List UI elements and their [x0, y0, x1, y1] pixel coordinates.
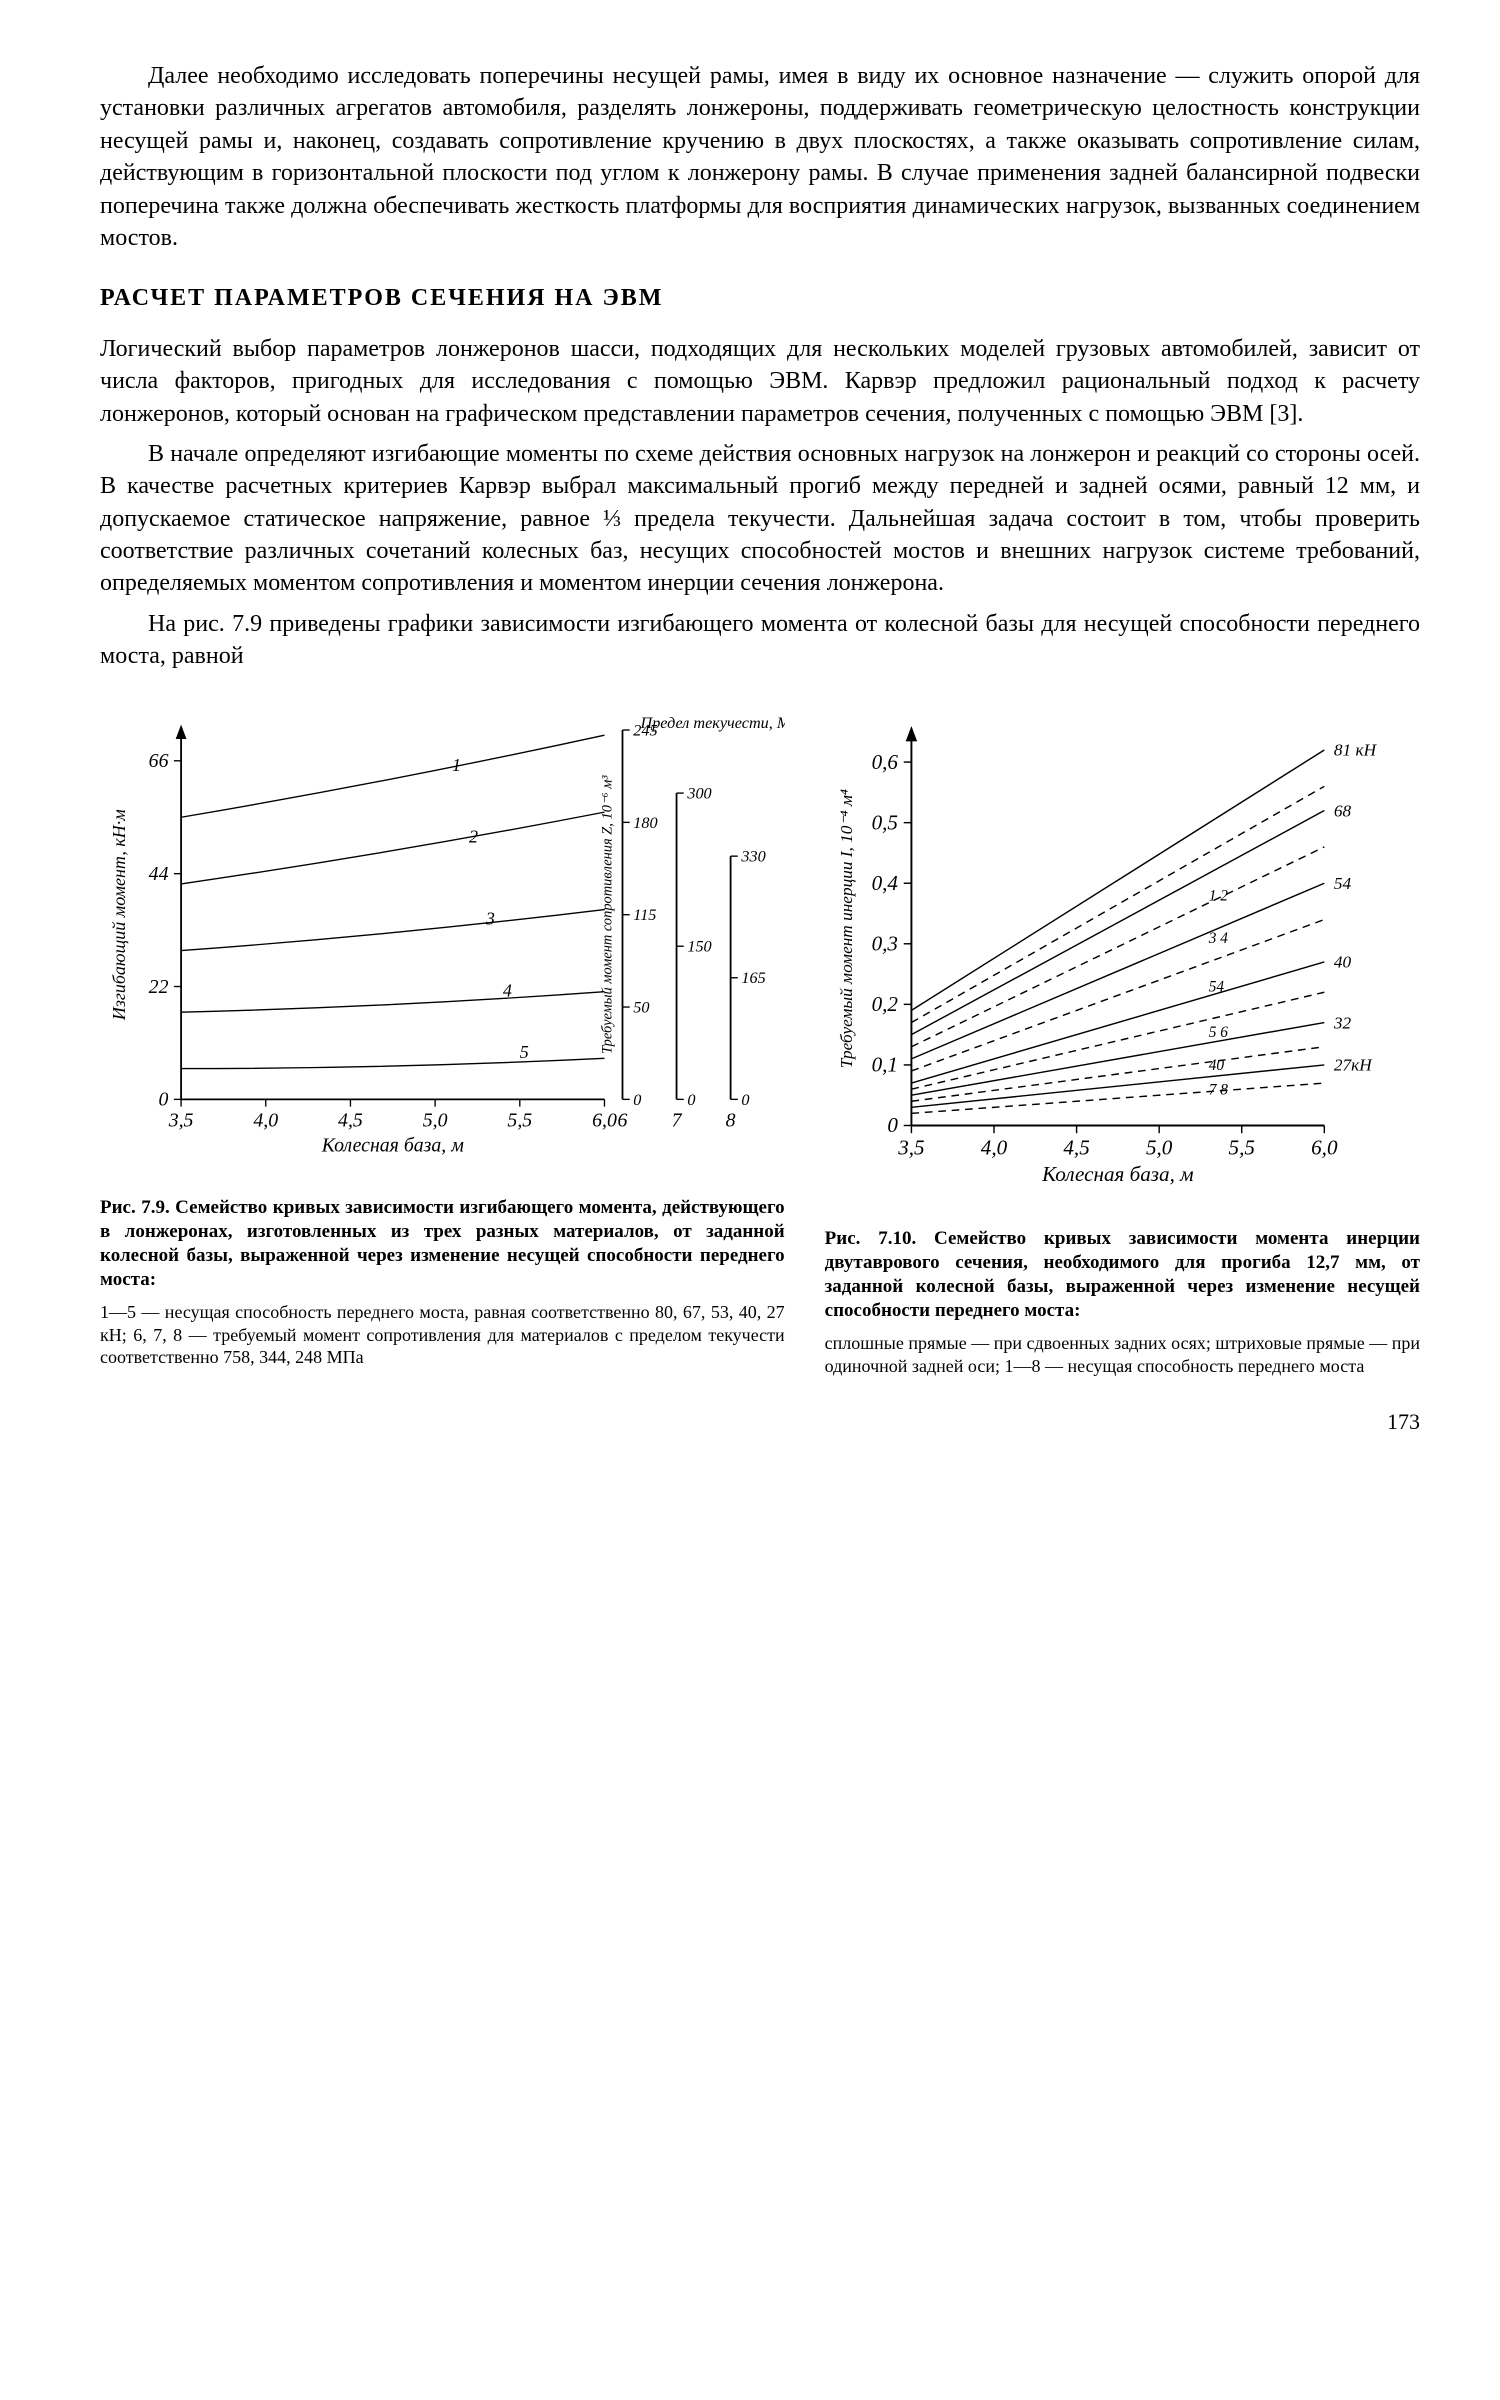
svg-text:180: 180: [633, 813, 657, 831]
svg-text:5: 5: [520, 1042, 529, 1062]
section-heading: РАСЧЕТ ПАРАМЕТРОВ СЕЧЕНИЯ НА ЭВМ: [100, 282, 1420, 314]
caption-7-10-bold: Рис. 7.10. Семейство кривых зависимости …: [825, 1228, 1420, 1320]
svg-text:0: 0: [159, 1088, 169, 1110]
svg-text:Колесная база, м: Колесная база, м: [321, 1134, 464, 1156]
svg-text:54: 54: [1334, 874, 1352, 893]
svg-text:5,5: 5,5: [1228, 1135, 1254, 1159]
svg-text:0,3: 0,3: [871, 931, 897, 955]
svg-text:54: 54: [1208, 978, 1224, 995]
svg-text:3: 3: [485, 908, 495, 928]
legend-7-9-em2: 6, 7, 8: [133, 1325, 182, 1345]
svg-text:3,5: 3,5: [897, 1135, 924, 1159]
svg-text:4: 4: [503, 980, 512, 1000]
svg-text:66: 66: [149, 750, 169, 772]
page-number: 173: [100, 1407, 1420, 1437]
svg-text:115: 115: [633, 906, 656, 924]
svg-text:3,5: 3,5: [168, 1109, 194, 1131]
svg-text:Предел текучести, МПа: Предел текучести, МПа: [640, 714, 785, 732]
svg-text:8: 8: [726, 1109, 736, 1131]
svg-text:0,6: 0,6: [871, 749, 898, 773]
svg-text:81 кН: 81 кН: [1334, 740, 1378, 759]
svg-text:5,0: 5,0: [423, 1109, 448, 1131]
legend-7-10: сплошные прямые — при сдвоенных задних о…: [825, 1332, 1420, 1377]
svg-text:44: 44: [149, 863, 169, 885]
figures-row: 3,5 4,0 4,5 5,0 5,5 6,0 0 22 44 66 1 2 3 4 5 Колесная б…: [100, 703, 1420, 1378]
paragraph-3: В начале определяют изгибающие моменты п…: [100, 438, 1420, 600]
figure-7-9: 3,5 4,0 4,5 5,0 5,5 6,0 0 22 44 66 1 2 3 4 5 Колесная б…: [100, 703, 785, 1369]
svg-text:3 4: 3 4: [1207, 930, 1228, 947]
svg-text:1 2: 1 2: [1208, 887, 1228, 904]
svg-text:40: 40: [1208, 1057, 1224, 1074]
svg-text:5,0: 5,0: [1146, 1135, 1173, 1159]
svg-text:68: 68: [1334, 801, 1352, 820]
paragraph-4: На рис. 7.9 приведены графики зависимост…: [100, 608, 1420, 673]
svg-text:0: 0: [633, 1090, 641, 1108]
chart-7-9: 3,5 4,0 4,5 5,0 5,5 6,0 0 22 44 66 1 2 3 4 5 Колесная б…: [100, 703, 785, 1171]
svg-text:5 6: 5 6: [1208, 1024, 1228, 1041]
svg-text:Требуемый момент инерции I, 10: Требуемый момент инерции I, 10⁻⁴ м⁴: [837, 789, 856, 1068]
svg-text:165: 165: [741, 969, 765, 987]
svg-text:Требуемый момент сопротивления: Требуемый момент сопротивления Z, 10⁻⁶ м…: [600, 774, 616, 1053]
svg-text:2: 2: [469, 826, 478, 846]
legend-7-9-t2: — требуемый момент сопротивления для мат…: [100, 1325, 785, 1368]
svg-text:40: 40: [1334, 952, 1352, 971]
svg-text:22: 22: [149, 975, 169, 997]
paragraph-1: Далее необходимо исследовать поперечины …: [100, 60, 1420, 254]
svg-text:0,2: 0,2: [871, 992, 898, 1016]
svg-text:0: 0: [741, 1090, 749, 1108]
caption-7-9: Рис. 7.9. Семейство кривых зависимости и…: [100, 1196, 785, 1291]
figure-7-10: 3,5 4,0 4,5 5,0 5,5 6,0 0 0,1 0,2 0,3 0,4 0,5 0,6 81 …: [825, 703, 1420, 1378]
svg-text:4,0: 4,0: [253, 1109, 278, 1131]
svg-text:330: 330: [740, 847, 765, 865]
svg-text:5,5: 5,5: [507, 1109, 532, 1131]
svg-text:Изгибающий момент, кН·м: Изгибающий момент, кН·м: [109, 808, 129, 1020]
svg-text:0: 0: [687, 1090, 695, 1108]
svg-text:4,0: 4,0: [980, 1135, 1007, 1159]
svg-text:6: 6: [618, 1109, 628, 1131]
svg-text:Колесная база, м: Колесная база, м: [1041, 1162, 1194, 1186]
svg-text:0,1: 0,1: [871, 1052, 897, 1076]
svg-text:7: 7: [672, 1109, 683, 1131]
svg-text:27кН: 27кН: [1334, 1055, 1373, 1074]
svg-text:300: 300: [686, 784, 711, 802]
svg-text:0,4: 0,4: [871, 871, 898, 895]
svg-text:50: 50: [633, 998, 649, 1016]
svg-text:4,5: 4,5: [338, 1109, 363, 1131]
svg-text:7 8: 7 8: [1208, 1081, 1228, 1098]
paragraph-2: Логический выбор параметров лонжеронов ш…: [100, 333, 1420, 430]
svg-text:150: 150: [687, 937, 711, 955]
legend-7-9-em1: 1—5: [100, 1302, 136, 1322]
legend-7-9: 1—5 — несущая способность переднего мост…: [100, 1301, 785, 1369]
chart-7-10: 3,5 4,0 4,5 5,0 5,5 6,0 0 0,1 0,2 0,3 0,4 0,5 0,6 81 …: [825, 703, 1420, 1202]
caption-7-10: Рис. 7.10. Семейство кривых зависимости …: [825, 1227, 1420, 1322]
svg-text:1: 1: [452, 754, 461, 774]
svg-text:0,5: 0,5: [871, 810, 897, 834]
svg-text:4,5: 4,5: [1063, 1135, 1089, 1159]
svg-text:0: 0: [887, 1113, 898, 1137]
svg-text:6,0: 6,0: [592, 1109, 617, 1131]
svg-text:6,0: 6,0: [1311, 1135, 1338, 1159]
svg-text:32: 32: [1333, 1013, 1352, 1032]
caption-7-9-bold: Рис. 7.9. Семейство кривых зависимости и…: [100, 1197, 785, 1289]
